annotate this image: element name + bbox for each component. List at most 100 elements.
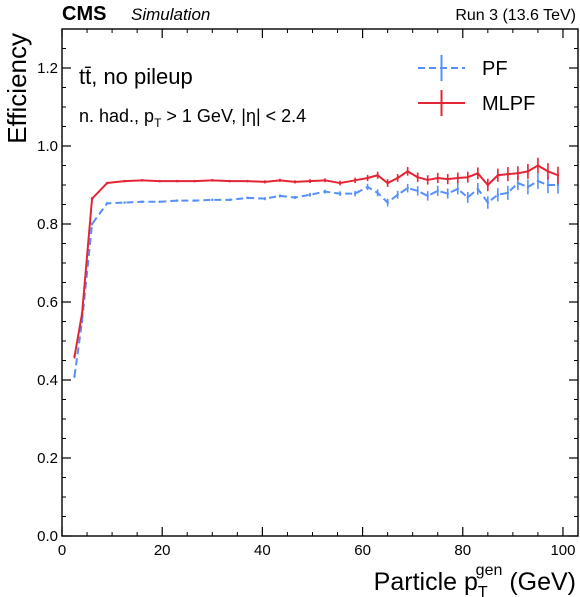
data-point-pf — [506, 191, 510, 194]
data-point-mlpf — [123, 179, 126, 183]
data-point-mlpf — [546, 170, 550, 173]
data-point-pf — [526, 185, 530, 189]
data-point-pf — [263, 197, 267, 200]
data-point-mlpf — [228, 179, 232, 183]
data-point-mlpf — [211, 179, 214, 182]
data-point-mlpf — [140, 179, 144, 182]
data-point-mlpf — [486, 183, 490, 187]
data-point-pf — [353, 192, 357, 195]
data-point-mlpf — [90, 197, 94, 200]
data-point-mlpf — [308, 179, 312, 183]
data-point-pf — [376, 191, 379, 194]
data-point-pf — [308, 193, 312, 196]
data-point-pf — [386, 201, 389, 204]
data-point-mlpf — [426, 178, 429, 182]
data-point-mlpf — [436, 176, 439, 180]
data-point-pf — [323, 190, 327, 193]
data-point-mlpf — [536, 164, 540, 167]
data-point-pf — [466, 196, 469, 199]
legend: PF MLPF — [418, 55, 535, 116]
data-point-pf — [476, 187, 480, 191]
data-point-pf — [293, 196, 297, 199]
data-point-mlpf — [456, 176, 459, 180]
data-point-mlpf — [556, 174, 560, 177]
x-axis-title: Particle pTgen (GeV) — [374, 562, 576, 597]
data-point-pf — [158, 200, 161, 203]
x-axis-title-sub: T — [478, 584, 488, 597]
data-point-pf — [556, 183, 560, 187]
data-point-pf — [436, 189, 439, 193]
data-point-mlpf — [366, 176, 369, 180]
status-label: Simulation — [131, 5, 210, 24]
data-point-pf — [123, 201, 126, 204]
x-tick-label: 100 — [550, 542, 575, 559]
data-point-mlpf — [526, 170, 530, 173]
data-point-pf — [446, 192, 449, 195]
data-point-mlpf — [396, 176, 399, 180]
data-point-pf — [140, 200, 144, 203]
data-point-mlpf — [73, 355, 76, 358]
data-point-pf — [396, 193, 399, 196]
data-point-mlpf — [193, 179, 196, 183]
data-point-pf — [90, 222, 94, 226]
data-point-mlpf — [516, 172, 520, 175]
data-point-mlpf — [323, 179, 327, 182]
data-point-mlpf — [338, 181, 342, 185]
series-line-pf — [73, 180, 558, 377]
y-tick-label: 0.0 — [37, 528, 58, 545]
y-tick-label: 0.8 — [37, 216, 58, 233]
data-point-mlpf — [158, 179, 161, 183]
data-point-pf — [338, 192, 342, 195]
data-point-mlpf — [446, 177, 449, 181]
data-point-pf — [211, 198, 214, 202]
data-point-mlpf — [386, 181, 389, 185]
data-point-pf — [546, 183, 550, 187]
y-tick-label: 0.4 — [37, 372, 58, 389]
data-point-pf — [516, 181, 520, 185]
selection-prefix: n. had., p — [79, 106, 154, 126]
data-point-pf — [486, 201, 490, 204]
data-point-mlpf — [376, 174, 379, 177]
data-point-pf — [105, 202, 109, 205]
x-axis-title-suffix: (GeV) — [502, 568, 576, 596]
series-pf — [73, 173, 560, 379]
data-point-pf — [176, 199, 179, 202]
x-tick-label: 0 — [58, 542, 66, 559]
data-point-mlpf — [176, 179, 179, 183]
selection-label: n. had., pT > 1 GeV, |η| < 2.4 — [79, 106, 306, 130]
x-tick-label: 20 — [154, 542, 171, 559]
data-point-pf — [278, 194, 282, 198]
data-point-mlpf — [80, 312, 84, 315]
data-point-pf — [426, 194, 429, 198]
data-point-mlpf — [476, 172, 480, 175]
data-point-mlpf — [263, 180, 267, 184]
x-axis-title-prefix: Particle p — [374, 568, 478, 596]
y-tick-label: 1.0 — [37, 138, 58, 155]
run-label: Run 3 (13.6 TeV) — [455, 7, 576, 24]
y-tick-label: 0.6 — [37, 294, 58, 311]
y-tick-label: 1.2 — [37, 60, 58, 77]
data-point-mlpf — [466, 176, 469, 179]
x-axis-ticks: 0 20 40 60 80 100 — [58, 29, 575, 559]
data-point-mlpf — [406, 170, 409, 173]
y-axis-ticks: 0.0 0.2 0.4 0.6 0.8 1.0 1.2 — [37, 48, 578, 545]
data-point-mlpf — [246, 179, 249, 183]
x-tick-label: 80 — [454, 542, 471, 559]
x-tick-label: 60 — [354, 542, 371, 559]
data-point-pf — [536, 179, 540, 183]
legend-mlpf-label: MLPF — [482, 93, 535, 115]
selection-suffix: > 1 GeV, |η| < 2.4 — [161, 106, 306, 126]
series-group — [73, 157, 560, 379]
data-point-pf — [416, 189, 419, 193]
x-tick-label: 40 — [254, 542, 271, 559]
y-tick-label: 0.2 — [37, 450, 58, 467]
data-point-pf — [228, 198, 232, 202]
data-point-mlpf — [416, 176, 419, 179]
data-point-mlpf — [293, 180, 297, 184]
data-point-pf — [406, 186, 409, 190]
data-point-pf — [366, 185, 369, 189]
y-axis-title: Efficiency — [2, 33, 32, 144]
data-point-mlpf — [278, 179, 282, 182]
data-point-pf — [193, 199, 196, 202]
